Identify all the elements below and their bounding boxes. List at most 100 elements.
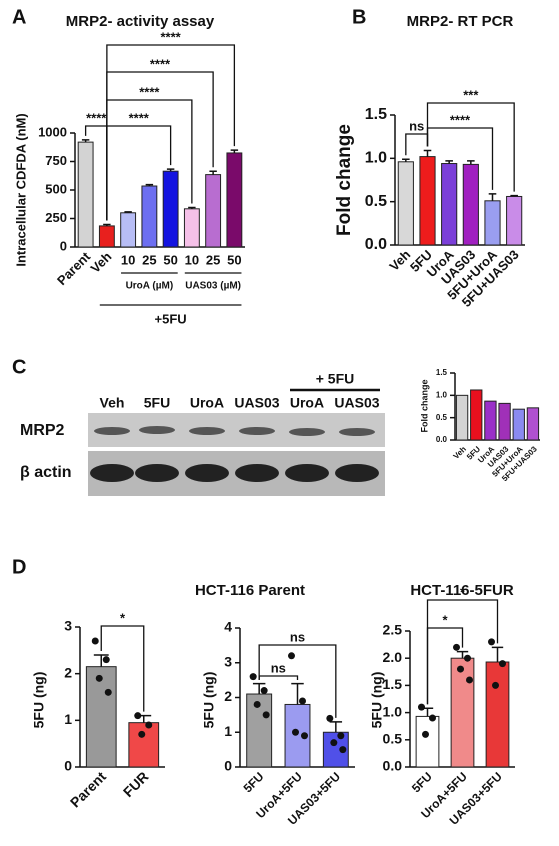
error-bar — [402, 158, 410, 162]
chart-title: MRP2- activity assay — [66, 13, 215, 30]
y-tick-label: 0.0 — [383, 758, 403, 774]
data-point — [429, 714, 436, 722]
data-point — [464, 654, 471, 662]
lane-label: Veh — [100, 395, 125, 411]
data-point — [253, 700, 261, 708]
y-axis-label: Intracellular CDFDA (nM) — [13, 113, 28, 266]
data-point — [492, 681, 499, 689]
y-tick-label: 3 — [64, 618, 72, 634]
y-tick-label: 1.5 — [365, 106, 387, 123]
bar — [415, 715, 440, 768]
error-bar — [209, 170, 217, 175]
group-label: +5FU — [155, 311, 187, 326]
bar — [226, 152, 243, 248]
significance-label: ns — [290, 629, 305, 644]
bar — [120, 212, 137, 248]
significance-bracket — [426, 127, 494, 190]
y-tick-label: 4 — [224, 619, 232, 635]
lane-label: UroA — [290, 395, 324, 411]
y-tick-label: 0.5 — [436, 413, 448, 422]
y-tick-label: 0.5 — [365, 193, 387, 210]
y-tick-label: 2 — [224, 688, 232, 704]
bar — [441, 163, 458, 246]
data-point — [453, 643, 460, 651]
x-tick-label: 5FU — [409, 769, 435, 795]
bar — [98, 225, 115, 248]
data-point — [145, 721, 153, 729]
bar — [141, 185, 158, 248]
significance-label: **** — [450, 112, 471, 127]
data-point — [299, 697, 306, 705]
significance-bracket — [106, 44, 236, 221]
error-bar — [491, 646, 504, 663]
significance-label: * — [120, 610, 126, 625]
y-tick-label: 1.0 — [383, 703, 403, 719]
panel-letter: C — [12, 356, 26, 378]
bar — [162, 170, 179, 248]
error-bar — [103, 223, 111, 226]
significance-bracket — [100, 625, 145, 712]
data-point — [262, 711, 270, 719]
error-bar — [252, 682, 266, 695]
x-tick-label: 5FU — [241, 769, 267, 795]
y-axis-label: 5FU (ng) — [31, 672, 47, 729]
bar — [470, 389, 483, 441]
y-axis-label: Fold change — [334, 124, 355, 236]
data-point — [95, 674, 103, 682]
bar — [455, 394, 469, 441]
bar — [85, 666, 117, 768]
x-tick-label: Parent — [67, 768, 109, 810]
data-point — [260, 687, 268, 695]
x-tick-label: 25 — [142, 252, 156, 267]
x-tick-label: Veh — [452, 444, 469, 461]
y-axis-label: Fold change — [419, 379, 429, 432]
western-blot: + 5FU Veh 5FU UroA UAS03 UroA UAS03 MRP2… — [20, 371, 385, 496]
group-label: UAS03 (µM) — [185, 281, 241, 292]
bar — [128, 722, 160, 768]
y-axis-label: 5FU (ng) — [201, 672, 217, 729]
x-tick-label: 25 — [206, 252, 220, 267]
error-bar — [124, 211, 132, 213]
panel-letter: D — [12, 556, 26, 578]
row-label: MRP2 — [20, 422, 65, 439]
data-point — [138, 730, 146, 738]
blot-membrane — [88, 413, 385, 447]
data-point — [330, 739, 338, 747]
significance-label: **** — [150, 56, 171, 71]
data-point — [134, 712, 142, 720]
data-point — [499, 660, 506, 668]
y-tick-label: 1.0 — [436, 390, 448, 399]
bar — [183, 208, 200, 248]
bar — [485, 661, 510, 768]
lane-label: 5FU — [144, 395, 170, 411]
x-tick-label: 50 — [163, 252, 177, 267]
significance-bracket — [258, 675, 299, 680]
data-point — [292, 728, 299, 736]
bar — [506, 195, 523, 246]
significance-label: *** — [463, 87, 479, 102]
data-point — [288, 652, 295, 660]
chart: A MRP2- activity assay Intracellular CDFDA… — [12, 6, 245, 326]
significance-label: **** — [161, 29, 182, 44]
bar — [484, 200, 501, 246]
x-tick-label: 10 — [121, 252, 135, 267]
panel-letter: B — [352, 6, 366, 28]
significance-bracket — [405, 133, 429, 156]
x-tick-label: Parent — [54, 248, 94, 288]
y-tick-label: 0 — [60, 238, 67, 253]
chart: D 5FU (ng) 0 1 2 3 Parent FUR * — [12, 556, 165, 811]
error-bar — [329, 721, 343, 733]
y-tick-label: 500 — [45, 181, 67, 196]
y-tick-label: 1 — [224, 723, 232, 739]
error-bar — [456, 650, 469, 659]
y-tick-label: 0 — [64, 758, 72, 774]
x-tick-label: 10 — [185, 252, 199, 267]
x-tick-label: FUR — [120, 768, 152, 800]
lane-label: UAS03 — [234, 395, 279, 411]
error-bar — [81, 139, 90, 143]
significance-label: **** — [129, 110, 150, 125]
data-point — [466, 676, 473, 684]
panel-letter: A — [12, 6, 26, 28]
